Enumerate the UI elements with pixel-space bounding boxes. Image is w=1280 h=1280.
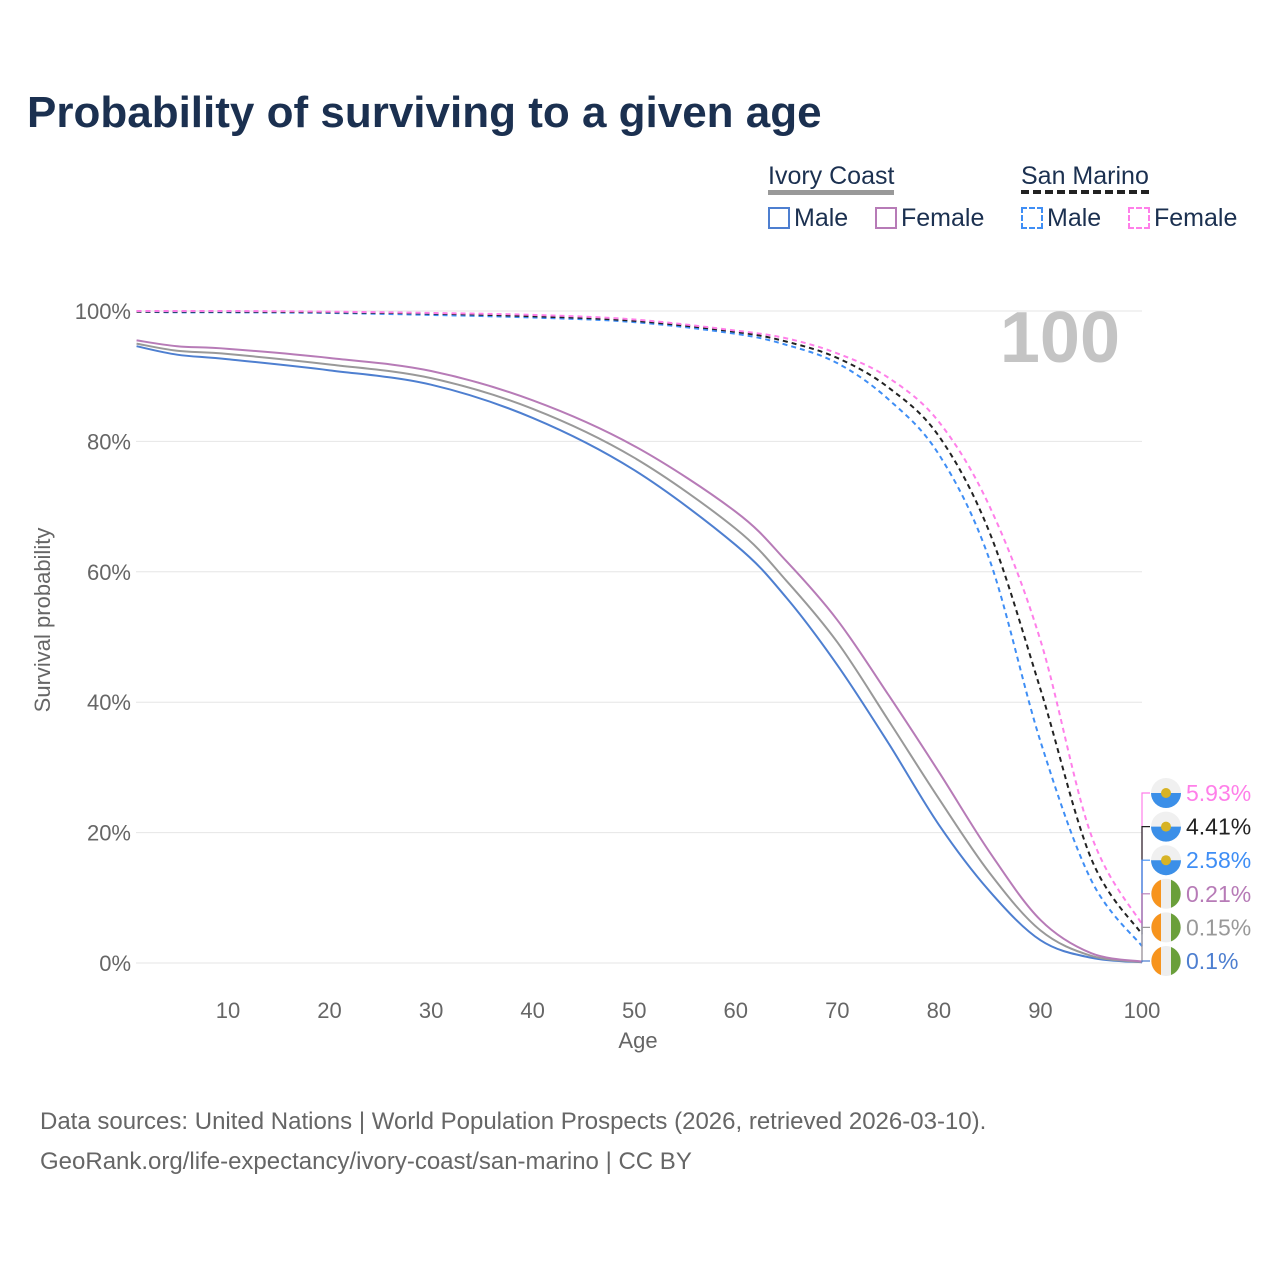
end-value-label: 0.21% [1186, 881, 1251, 907]
end-value-label: 0.15% [1186, 914, 1251, 940]
flag-green [1171, 913, 1181, 942]
x-tick-label: 100 [1124, 998, 1161, 1023]
series-line-san-marino-total [136, 310, 1143, 935]
flag-blue-half [1151, 826, 1181, 842]
x-tick-label: 70 [825, 998, 849, 1023]
x-tick-label: 50 [622, 998, 646, 1023]
y-tick-label: 0% [99, 951, 131, 976]
flag-emblem [1161, 855, 1171, 866]
legend-group-title: Ivory Coast [768, 162, 895, 195]
legend-swatch [1021, 207, 1043, 229]
source-url[interactable]: GeoRank.org/life-expectancy/ivory-coast/… [40, 1148, 692, 1175]
y-axis-label: Survival probability [30, 528, 55, 713]
legend-item-ic-female[interactable]: Female [875, 204, 984, 233]
flag-emblem [1161, 788, 1171, 798]
source-text: Data sources: United Nations | World Pop… [40, 1108, 987, 1135]
y-tick-label: 60% [87, 560, 131, 585]
legend-group-title: San Marino [1021, 162, 1149, 194]
legend-swatch [768, 207, 790, 229]
x-tick-label: 80 [927, 998, 951, 1023]
legend-item-sm-female[interactable]: Female [1128, 204, 1237, 233]
flag-emblem [1161, 821, 1171, 832]
flag-orange [1151, 879, 1161, 908]
legend-swatch [875, 207, 897, 229]
x-tick-label: 30 [419, 998, 443, 1023]
x-tick-label: 40 [520, 998, 544, 1023]
legend-label: Male [1047, 204, 1102, 232]
end-value-label: 4.41% [1186, 814, 1251, 840]
y-tick-label: 80% [87, 429, 131, 454]
label-connector [1141, 826, 1150, 935]
legend-label: Female [1154, 204, 1238, 232]
series-line-ivory-coast-male [136, 345, 1143, 964]
flag-blue-half [1151, 860, 1181, 876]
flag-blue-half [1151, 793, 1181, 808]
x-tick-label: 90 [1028, 998, 1052, 1023]
x-tick-label: 60 [724, 998, 748, 1023]
label-connector [1141, 926, 1150, 963]
legend-item-ic-male[interactable]: Male [768, 204, 848, 233]
y-tick-label: 20% [87, 821, 131, 846]
chart-title: Probability of surviving to a given age [27, 88, 822, 137]
series-line-ivory-coast-total [136, 342, 1143, 964]
legend-group-san-marino: San Marino [1021, 162, 1149, 194]
label-connector [1141, 960, 1150, 963]
flag-orange [1151, 913, 1161, 942]
legend-label: Male [794, 204, 849, 232]
end-value-label: 0.1% [1186, 948, 1238, 974]
end-value-label: 5.93% [1186, 780, 1251, 806]
legend-swatch [1128, 207, 1150, 229]
legend-group-ivory-coast: Ivory Coast [768, 162, 895, 195]
x-axis-label: Age [618, 1028, 657, 1053]
label-connector [1141, 792, 1150, 925]
y-tick-label: 100% [75, 299, 131, 324]
end-value-label: 2.58% [1186, 847, 1251, 873]
label-connector [1141, 859, 1150, 947]
legend-label: Female [901, 204, 985, 232]
series-line-san-marino-female [136, 309, 1143, 925]
flag-orange [1151, 947, 1161, 975]
flag-green [1171, 879, 1181, 908]
y-tick-label: 40% [87, 690, 131, 715]
flag-green [1171, 947, 1181, 975]
legend-item-sm-male[interactable]: Male [1021, 204, 1101, 233]
x-tick-label: 20 [317, 998, 341, 1023]
series-line-san-marino-male [136, 310, 1143, 947]
x-tick-label: 10 [216, 998, 240, 1023]
series-line-ivory-coast-female [136, 339, 1143, 963]
age-indicator: 100 [1000, 298, 1120, 378]
